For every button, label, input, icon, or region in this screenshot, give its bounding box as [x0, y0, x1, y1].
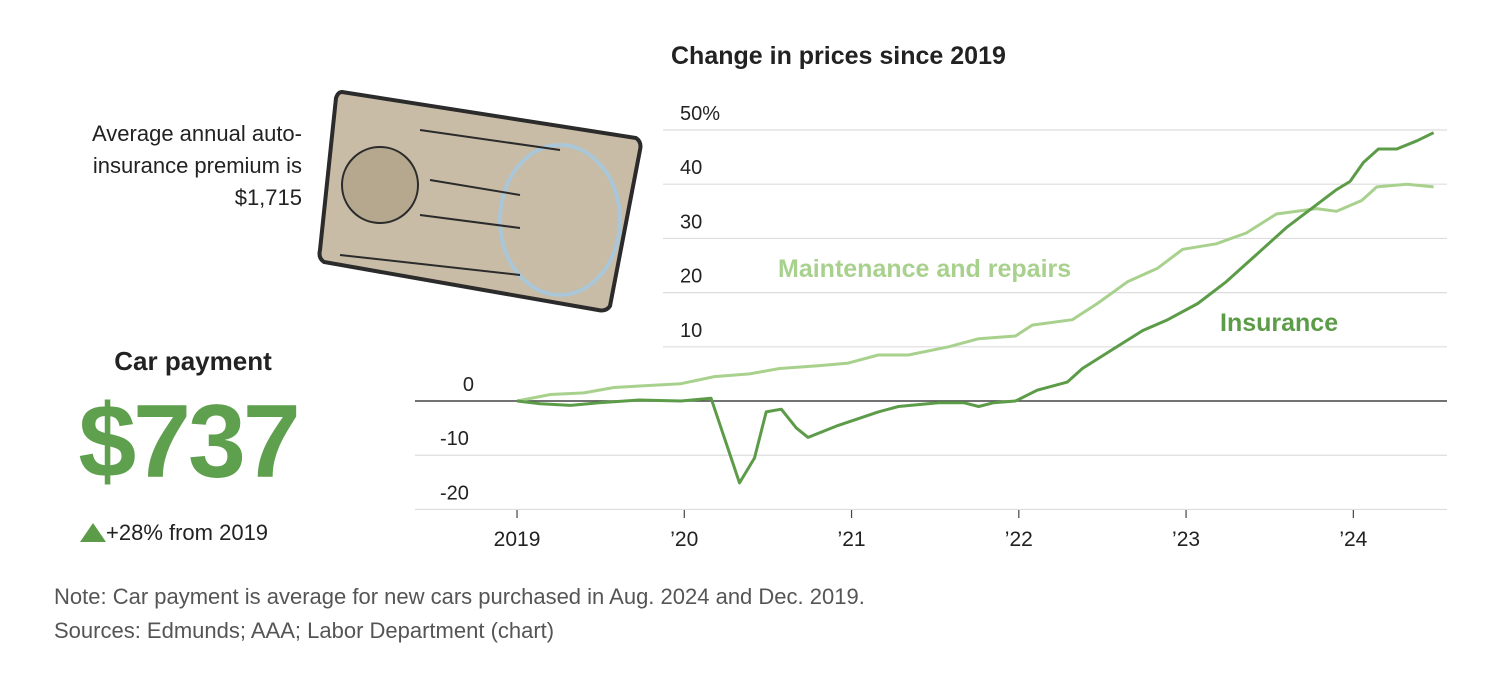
note: Note: Car payment is average for new car…	[54, 584, 865, 609]
y-tick-label: 0	[463, 374, 474, 396]
license-illustration	[317, 89, 643, 313]
car-payment-change: +28% from 2019	[106, 520, 269, 545]
car-payment-value: $737	[78, 384, 300, 500]
source: Sources: Edmunds; AAA; Labor Department …	[54, 618, 555, 643]
up-triangle	[80, 523, 106, 542]
series-line	[516, 182, 1434, 403]
series-label: Insurance	[1220, 309, 1338, 337]
series-label: Maintenance and repairs	[778, 255, 1071, 283]
y-tick-label: 10	[680, 320, 702, 342]
x-tick-label: ’22	[1005, 528, 1033, 551]
y-tick-label: 50%	[680, 103, 720, 125]
y-tick-label: -20	[440, 482, 469, 504]
x-tick-label: ’21	[838, 528, 866, 551]
x-tick-label: ’20	[670, 528, 698, 551]
y-tick-label: 40	[680, 157, 702, 179]
y-tick-label: 20	[680, 266, 702, 288]
x-tick-label: ’24	[1339, 528, 1367, 551]
series-line	[516, 131, 1435, 485]
x-tick-label: 2019	[494, 528, 541, 551]
premium-text: Average annual auto-insurance premium is…	[92, 121, 302, 210]
chart-title: Change in prices since 2019	[671, 42, 1006, 70]
x-tick-label: ’23	[1172, 528, 1200, 551]
y-tick-label: -10	[440, 428, 469, 450]
car-payment-change-row: +28% from 2019	[80, 520, 268, 546]
car-payment-title: Car payment	[114, 346, 272, 376]
y-tick-label: 30	[680, 211, 702, 233]
